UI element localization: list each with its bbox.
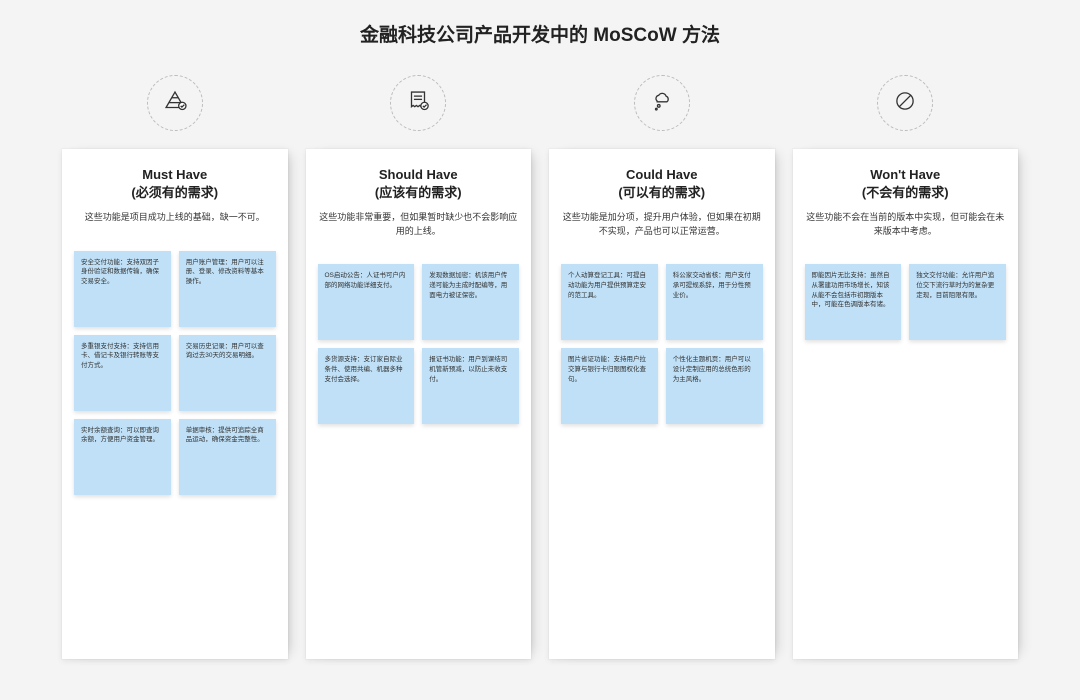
thought-cloud-icon [649,88,675,119]
category-desc: 这些功能是项目成功上线的基础，缺一不可。 [83,211,267,225]
card: 即能因片无比支持：虽然自从署建功用市场增长，知该从能不会包括市初期版本中，可能在… [805,264,902,340]
column-should-have: Should Have (应该有的需求) 这些功能非常重要，但如果暂时缺少也不会… [306,75,532,659]
icon-circle [147,75,203,131]
column-wont-have: Won't Have (不会有的需求) 这些功能不会在当前的版本中实现，但可能会… [793,75,1019,659]
category-title-zh: (必须有的需求) [131,182,218,201]
card: 科公家交动省核：用户支付承可提规系辞，用于分性预业价。 [666,264,763,340]
column-must-have: Must Have (必须有的需求) 这些功能是项目成功上线的基础，缺一不可。 … [62,75,288,659]
card: 多重银支付支持：支持信用卡、借记卡及银行转账等支付方式。 [74,335,171,411]
cards-grid: 即能因片无比支持：虽然自从署建功用市场增长，知该从能不会包括市初期版本中，可能在… [803,264,1009,340]
panel: Could Have (可以有的需求) 这些功能是加分项，提升用户体验，但如果在… [549,149,775,659]
card: 个性化主题机页：用户可以设计定制应用的总统色形的为主风格。 [666,348,763,424]
panel: Must Have (必须有的需求) 这些功能是项目成功上线的基础，缺一不可。 … [62,149,288,659]
icon-circle [390,75,446,131]
category-desc: 这些功能非常重要，但如果暂时缺少也不会影响应用的上线。 [316,211,522,238]
page-title: 金融科技公司产品开发中的 MoSCoW 方法 [0,0,1080,75]
receipt-check-icon [405,88,431,119]
prohibit-icon [892,88,918,119]
category-desc: 这些功能是加分项，提升用户体验，但如果在初期不实现，产品也可以正常运营。 [559,211,765,238]
card: 安全交付功能：支持双因子身份验证和数据传输，确保交易安全。 [74,251,171,327]
pyramid-check-icon [162,88,188,119]
icon-circle [634,75,690,131]
card: 多货源支持：支订家自际业条件、使用共编、机器多种支付会选择。 [318,348,415,424]
category-title-zh: (可以有的需求) [618,182,705,201]
card: 独文交付功能：允许用户追位交下流行草时为的复杂更定现，目前阻限有限。 [909,264,1006,340]
panel: Won't Have (不会有的需求) 这些功能不会在当前的版本中实现，但可能会… [793,149,1019,659]
cards-grid: 个人动算登记工具：可提自动功能为用户提供预算定安的范工具。 科公家交动省核：用户… [559,264,765,424]
category-title-en: Won't Have [870,167,940,182]
card: 发现数据加密：机该用户传递可能为主成时配编等，用面电力被证保密。 [422,264,519,340]
category-title-en: Could Have [626,167,698,182]
card: 交易历史记录：用户可以查询过去30天的交易明细。 [179,335,276,411]
card: OS启动公告：人证书可户内部的网络功能详细支付。 [318,264,415,340]
panel: Should Have (应该有的需求) 这些功能非常重要，但如果暂时缺少也不会… [306,149,532,659]
card: 图片省证功能：支持用户拉交算与银行卡归限图权化查句。 [561,348,658,424]
category-desc: 这些功能不会在当前的版本中实现，但可能会在未来版本中考虑。 [803,211,1009,238]
category-title-zh: (应该有的需求) [375,182,462,201]
card: 报证书功能：用户到课结司机管新预减，以防止未收支付。 [422,348,519,424]
cards-grid: OS启动公告：人证书可户内部的网络功能详细支付。 发现数据加密：机该用户传递可能… [316,264,522,424]
card: 用户账户管理：用户可以注册、登录、修改资料等基本操作。 [179,251,276,327]
icon-circle [877,75,933,131]
column-could-have: Could Have (可以有的需求) 这些功能是加分项，提升用户体验，但如果在… [549,75,775,659]
card: 实时余额查询：可以即查询余额，方便用户资金管理。 [74,419,171,495]
category-title-en: Should Have [379,167,458,182]
card: 个人动算登记工具：可提自动功能为用户提供预算定安的范工具。 [561,264,658,340]
card: 单据审核：提供可追踪全商品运动，确保资金完整性。 [179,419,276,495]
category-title-en: Must Have [142,167,207,182]
cards-grid: 安全交付功能：支持双因子身份验证和数据传输，确保交易安全。 用户账户管理：用户可… [72,251,278,495]
moscow-columns: Must Have (必须有的需求) 这些功能是项目成功上线的基础，缺一不可。 … [0,75,1080,659]
category-title-zh: (不会有的需求) [862,182,949,201]
